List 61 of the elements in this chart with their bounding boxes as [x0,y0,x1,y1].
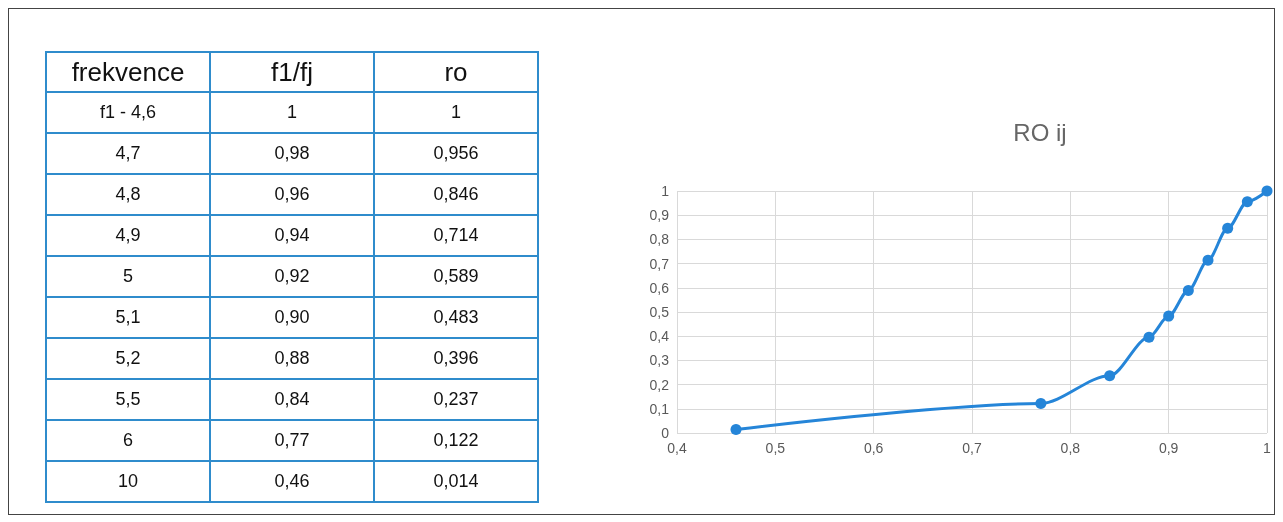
text: 0,122 [374,420,538,461]
y-tick-label: 0,6 [649,279,670,296]
text: 0,92 [210,256,374,297]
y-tick-label: 0,2 [649,376,670,393]
text: 5 [46,256,210,297]
point [1035,397,1047,409]
x-tick-label: 0,9 [1158,440,1179,456]
y-tick-label: 1 [661,183,670,199]
text: 0,98 [210,133,374,174]
y-tick-label: 0,9 [649,207,670,224]
text: 4,7 [46,133,210,174]
text: 0,483 [374,297,538,338]
text: 0,846 [374,174,538,215]
text: 0,396 [374,338,538,379]
y-tick-label: 0,7 [649,255,670,272]
point [1104,370,1116,382]
text: 4,9 [46,215,210,256]
y-tick-label: 0,1 [649,400,670,417]
text: 0,96 [210,174,374,215]
text: 1 [210,92,374,133]
x-tick-label: 0,6 [863,440,884,456]
category-label: frekvence [46,52,210,92]
text: 1 [374,92,538,133]
point [1143,331,1155,343]
text: 0,014 [374,461,538,502]
text: 5,2 [46,338,210,379]
text: 10 [46,461,210,502]
text: 6 [46,420,210,461]
text: 0,94 [210,215,374,256]
point [1182,284,1194,296]
text: 5,5 [46,379,210,420]
text: 0,589 [374,256,538,297]
category-label: f1/fj [210,52,374,92]
y-tick-label: 0,3 [649,352,670,369]
y-tick-label: 0,4 [649,328,670,345]
x-tick-label: 0,7 [962,440,982,456]
point [1222,222,1234,234]
text: 0,84 [210,379,374,420]
y-tick-label: 0,5 [649,304,670,320]
text: 0,88 [210,338,374,379]
text: 0,90 [210,297,374,338]
point [1241,196,1253,208]
x-tick-label: 1 [1263,440,1272,456]
x-tick-label: 0,8 [1060,440,1081,456]
point [1202,254,1214,266]
text: 0,714 [374,215,538,256]
text: 0,956 [374,133,538,174]
chart-title: RO ij [1013,118,1067,146]
text: 0,237 [374,379,538,420]
y-tick-label: 0 [661,425,670,441]
x-tick-label: 0,5 [765,440,786,456]
point [1261,185,1273,197]
text: 5,1 [46,297,210,338]
point [1163,310,1175,322]
text: 0,46 [210,461,374,502]
y-tick-label: 0,8 [649,231,670,248]
point [730,424,742,436]
category-label: ro [374,52,538,92]
text: 0,77 [210,420,374,461]
text: f1 - 4,6 [46,92,210,133]
text: 4,8 [46,174,210,215]
